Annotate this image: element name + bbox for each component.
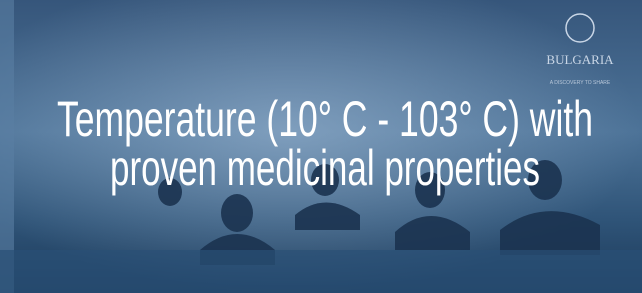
- page: {"caption": {"line1": "Temperature (10° …: [0, 0, 642, 293]
- logo-tagline: A DISCOVERY TO SHARE: [550, 80, 611, 86]
- left-edge: [0, 0, 14, 293]
- caption-line: proven medicinal properties: [110, 140, 540, 196]
- slide: BULGARIA A DISCOVERY TO SHARE Temperatur…: [0, 0, 642, 293]
- water: [0, 250, 642, 293]
- logo-name: BULGARIA: [546, 52, 614, 67]
- caption-line: Temperature (10° C - 103° C) with: [57, 91, 593, 147]
